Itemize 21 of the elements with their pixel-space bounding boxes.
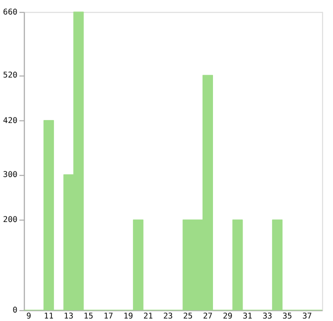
y-tick-label: 0 xyxy=(12,306,18,315)
x-tick-label: 29 xyxy=(222,312,233,321)
y-tick-label: 420 xyxy=(3,116,18,125)
x-tick-label: 23 xyxy=(163,312,173,321)
y-tick-label: 520 xyxy=(3,70,18,80)
x-tick-label: 21 xyxy=(143,312,154,321)
x-tick-label: 27 xyxy=(202,312,213,321)
x-tick-label: 15 xyxy=(84,312,94,321)
x-tick-label: 19 xyxy=(123,312,134,321)
x-tick-label: 13 xyxy=(64,312,74,321)
x-tick-label: 25 xyxy=(183,312,193,321)
x-tick-label: 31 xyxy=(242,312,253,321)
y-tick-label: 200 xyxy=(3,215,18,224)
y-tick-label: 660 xyxy=(3,7,18,16)
x-tick-label: 33 xyxy=(262,312,272,321)
x-tick-label: 11 xyxy=(44,312,54,321)
x-tick-label: 9 xyxy=(26,312,32,321)
y-tick-label: 300 xyxy=(3,170,18,180)
x-tick-label: 17 xyxy=(104,312,114,321)
x-tick-label: 37 xyxy=(302,312,312,321)
x-tick-label: 35 xyxy=(282,312,292,321)
